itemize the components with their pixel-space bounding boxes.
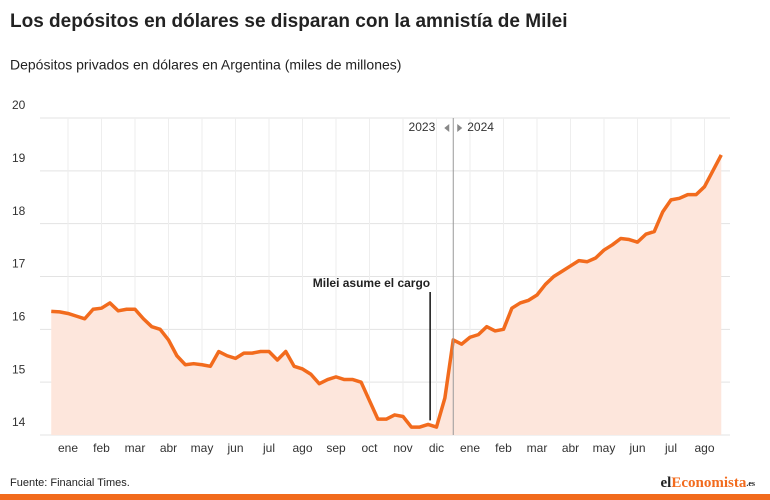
x-tick-label: jun [226, 441, 243, 455]
x-tick-label: ago [694, 441, 714, 455]
x-tick-label: nov [393, 441, 412, 455]
x-tick-label: may [593, 441, 616, 455]
line [51, 154, 723, 429]
y-tick-label: 16 [12, 310, 26, 324]
y-tick-label: 15 [12, 362, 26, 376]
x-tick-label: oct [361, 441, 378, 455]
annotation: Milei asume el cargo [313, 276, 430, 290]
logo: elEconomista.es [661, 475, 756, 491]
x-tick-label: may [191, 441, 214, 455]
x-tick-label: feb [495, 441, 512, 455]
x-tick-label: feb [93, 441, 110, 455]
source: Fuente: Financial Times. [10, 477, 130, 489]
x-tick-label: abr [562, 441, 579, 455]
year-left: 2023 [409, 120, 436, 134]
y-tick-label: 18 [12, 204, 26, 218]
y-tick-label: 17 [12, 257, 26, 271]
logo-el: el [661, 475, 672, 491]
y-tick-label: 19 [12, 151, 26, 165]
x-tick-label: jul [664, 441, 677, 455]
footer-bar [0, 494, 770, 500]
x-tick-label: mar [527, 441, 548, 455]
x-tick-label: jun [628, 441, 645, 455]
arrow-right [457, 124, 463, 132]
plot [40, 117, 730, 436]
year-right: 2024 [467, 120, 494, 134]
y-tick-label: 20 [12, 98, 26, 112]
x-tick-label: mar [125, 441, 146, 455]
chart-subtitle: Depósitos privados en dólares en Argenti… [10, 57, 401, 73]
arrow-left [444, 124, 450, 132]
x-tick-label: ago [292, 441, 312, 455]
chart-title: Los depósitos en dólares se disparan con… [10, 11, 568, 32]
logo-economista: Economista [671, 475, 747, 491]
y-tick-label: 14 [12, 415, 26, 429]
x-tick-label: ene [460, 441, 480, 455]
x-tick-label: abr [160, 441, 177, 455]
x-tick-label: ene [58, 441, 78, 455]
x-tick-label: jul [262, 441, 275, 455]
x-tick-label: dic [429, 441, 444, 455]
area [51, 154, 722, 436]
logo-es: .es [746, 479, 755, 488]
x-tick-label: sep [326, 441, 346, 455]
